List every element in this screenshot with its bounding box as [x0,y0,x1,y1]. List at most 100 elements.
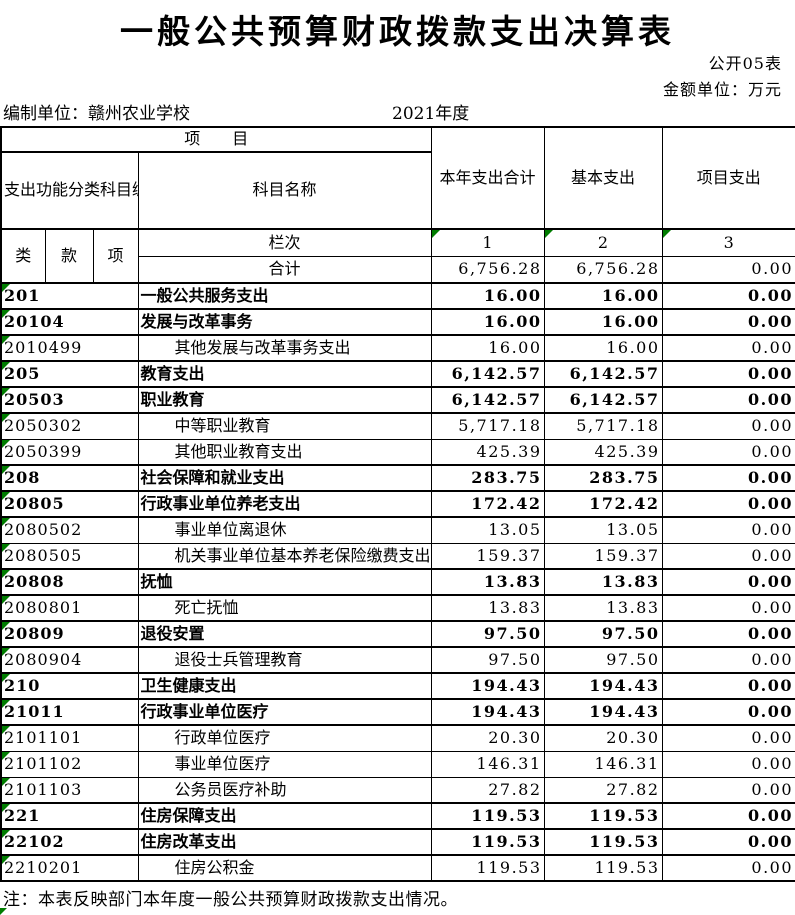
table-row: 2050399 其他职业教育支出 425.39 425.39 0.00 [0,438,795,466]
amount-cell: 6,142.57 [430,360,545,388]
subject-name-cell: 住房保障支出 [137,802,432,830]
expenditure-table: 项 目 本年支出合计 基本支出 项目支出 支出功能分类科目编码 科目名称 类 款… [0,126,795,882]
amount-cell: 0.00 [661,490,795,518]
subject-name-cell: 退役士兵管理教育 [137,646,432,674]
subject-name-cell: 教育支出 [137,360,432,388]
page-title: 一般公共预算财政拨款支出决算表 [120,12,675,51]
amount-cell: 119.53 [430,828,545,856]
error-triangle-icon [2,831,10,838]
amount-cell: 159.37 [430,542,545,570]
amount-cell: 0.00 [661,568,795,596]
amount-cell: 172.42 [430,490,545,518]
header-col-1: 1 [430,228,545,257]
subject-name-cell: 其他发展与改革事务支出 [137,334,432,362]
table-row: 21011 行政事业单位医疗 194.43 194.43 0.00 [0,698,795,726]
amount-unit-label: 金额单位：万元 [662,80,782,99]
function-code-cell: 2010499 [0,334,139,362]
amount-cell: 119.53 [430,802,545,830]
table-row: 2101101 行政单位医疗 20.30 20.30 0.00 [0,724,795,752]
amount-cell: 119.53 [543,828,663,856]
table-row: 2210201 住房公积金 119.53 119.53 0.00 [0,854,795,882]
total-label-cell: 合计 [137,255,432,284]
function-code-cell: 201 [0,282,139,310]
amount-cell: 13.05 [543,516,663,544]
amount-cell: 0.00 [661,724,795,752]
error-triangle-icon [2,467,10,474]
function-code-cell: 21011 [0,698,139,726]
amount-cell: 194.43 [543,698,663,726]
amount-cell: 0.00 [661,516,795,544]
col-number: 3 [723,232,734,252]
function-code-cell: 205 [0,360,139,388]
table-row: 20808 抚恤 13.83 13.83 0.00 [0,568,795,596]
amount-cell: 13.05 [430,516,545,544]
function-code-cell: 210 [0,672,139,700]
table-row: 2010499 其他发展与改革事务支出 16.00 16.00 0.00 [0,334,795,362]
error-triangle-icon [2,752,10,760]
error-triangle-icon [2,675,10,682]
table-row: 221 住房保障支出 119.53 119.53 0.00 [0,802,795,830]
function-code-cell: 2050399 [0,438,139,466]
total-value-cell: 6,756.28 [543,255,663,284]
error-triangle-icon [2,726,10,734]
amount-cell: 172.42 [543,490,663,518]
amount-cell: 6,142.57 [543,386,663,414]
error-triangle-icon [2,623,10,630]
table-row: 208 社会保障和就业支出 283.75 283.75 0.00 [0,464,795,492]
amount-cell: 425.39 [430,438,545,466]
amount-cell: 0.00 [661,802,795,830]
table-row: 22102 住房改革支出 119.53 119.53 0.00 [0,828,795,856]
amount-cell: 146.31 [543,750,663,778]
amount-cell: 16.00 [430,334,545,362]
function-code-cell: 2080801 [0,594,139,622]
amount-cell: 0.00 [661,438,795,466]
total-row: 合计 6,756.28 6,756.28 0.00 [1,255,795,284]
table-row: 20805 行政事业单位养老支出 172.42 172.42 0.00 [0,490,795,518]
amount-cell: 194.43 [430,698,545,726]
table-row: 205 教育支出 6,142.57 6,142.57 0.00 [0,360,795,388]
function-code-cell: 2050302 [0,412,139,440]
subject-name-cell: 死亡抚恤 [137,594,432,622]
header-basic-expenditure: 基本支出 [543,126,663,230]
header-col-2: 2 [543,228,663,257]
table-body: 201 一般公共服务支出 16.00 16.00 0.00 20104 发展与改革事务 16.… [0,282,795,882]
amount-cell: 0.00 [661,854,795,882]
subject-name-cell: 公务员医疗补助 [137,776,432,804]
subject-name-cell: 行政单位医疗 [137,724,432,752]
amount-cell: 0.00 [661,750,795,778]
header-row-column-index: 类 款 项 栏次 1 2 3 [0,228,795,284]
amount-cell: 0.00 [661,464,795,492]
table-row: 2080505 机关事业单位基本养老保险缴费支出 159.37 159.37 0.00 [0,542,795,570]
table-head-section: 项 目 本年支出合计 基本支出 项目支出 支出功能分类科目编码 科目名称 类 款… [0,126,795,284]
prepared-by-label: 编制单位：赣州农业学校 [3,104,190,124]
amount-cell: 0.00 [661,672,795,700]
amount-cell: 5,717.18 [430,412,545,440]
subject-name-cell: 抚恤 [137,568,432,596]
error-triangle-icon [0,908,7,915]
table-row: 20809 退役安置 97.50 97.50 0.00 [0,620,795,648]
amount-cell: 119.53 [543,854,663,882]
amount-cell: 0.00 [661,282,795,310]
amount-cell: 13.83 [543,594,663,622]
amount-cell: 0.00 [661,308,795,336]
subject-name-cell: 住房改革支出 [137,828,432,856]
error-triangle-icon [2,518,10,526]
header-class: 类 [0,228,46,284]
header-column-index-label: 栏次 [137,228,432,257]
subject-name-cell: 发展与改革事务 [137,308,432,336]
error-triangle-icon [2,363,10,370]
amount-cell: 146.31 [430,750,545,778]
subject-name-cell: 社会保障和就业支出 [137,464,432,492]
table-row: 2080502 事业单位离退休 13.05 13.05 0.00 [0,516,795,544]
amount-cell: 13.83 [430,568,545,596]
amount-cell: 0.00 [661,542,795,570]
subject-name-cell: 行政事业单位养老支出 [137,490,432,518]
subject-name-cell: 一般公共服务支出 [137,282,432,310]
error-triangle-icon [2,440,10,448]
function-code-cell: 208 [0,464,139,492]
amount-cell: 6,142.57 [543,360,663,388]
amount-cell: 119.53 [430,854,545,882]
function-code-cell: 20809 [0,620,139,648]
header-item: 项 [92,228,139,284]
amount-cell: 16.00 [430,308,545,336]
